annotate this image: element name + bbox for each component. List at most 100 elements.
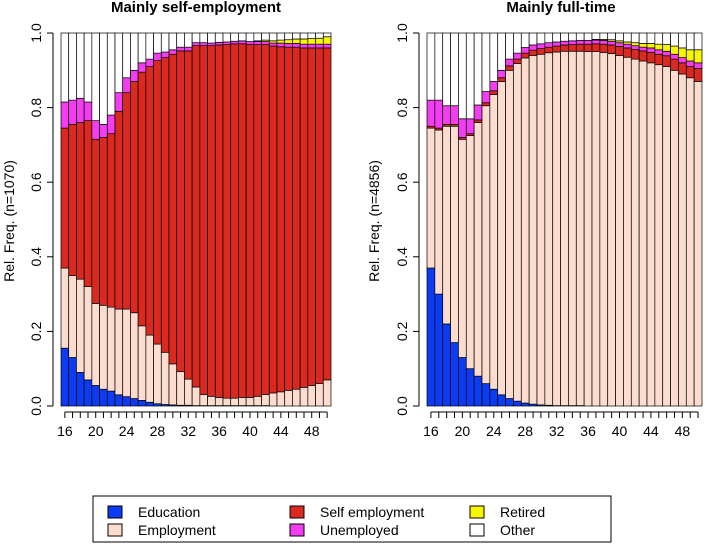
- bar-segment-unemployed: [465, 118, 475, 135]
- bar-segment-unemployed: [60, 101, 70, 129]
- bar-segment-other: [68, 32, 77, 101]
- bar-segment-self-employment: [607, 44, 616, 54]
- bar-segment-education: [520, 402, 530, 407]
- bar-segment-unemployed: [130, 69, 139, 82]
- bar-segment-other: [513, 32, 522, 54]
- bar-segment-other: [442, 32, 451, 107]
- x-tick-label: 28: [517, 423, 533, 439]
- bar-segment-self-employment: [315, 47, 324, 384]
- bar-segment-unemployed: [122, 77, 131, 94]
- bar-segment-unemployed: [184, 46, 193, 52]
- bar-segment-unemployed: [591, 39, 601, 45]
- bar-segment-other: [222, 32, 232, 43]
- bar-segment-employment: [623, 56, 632, 407]
- bar-segment-other: [168, 32, 178, 51]
- bar-segment-unemployed: [230, 40, 239, 45]
- bar-segment-self-employment: [544, 46, 554, 54]
- bar-segment-unemployed: [568, 40, 577, 45]
- legend-swatch: [107, 523, 123, 537]
- bar-segment-unemployed: [646, 47, 656, 53]
- bar-segment-other: [528, 32, 538, 46]
- bar-segment-unemployed: [99, 124, 108, 138]
- bar-segment-employment: [245, 397, 255, 406]
- bar-segment-other: [145, 32, 154, 60]
- bar-segment-self-employment: [481, 102, 491, 107]
- bar-segment-employment: [426, 127, 436, 269]
- bar-segment-unemployed: [176, 46, 185, 52]
- bar-segment-employment: [442, 125, 451, 325]
- bar-segment-employment: [678, 73, 687, 407]
- bar-segment-self-employment: [638, 50, 648, 62]
- axes: 0.0 0.2 0.4 0.6 0.8 1.0 16 20 24 28 32 36 40 44 48: [28, 23, 328, 439]
- x-tick-label: 32: [180, 423, 196, 439]
- bar-segment-self-employment: [122, 92, 131, 310]
- bar-segment-education: [83, 379, 93, 407]
- x-tick-label: 32: [549, 423, 565, 439]
- x-tick-label: 48: [304, 423, 320, 439]
- bar-segment-employment: [130, 312, 139, 399]
- bar-segment-employment: [560, 50, 569, 406]
- bar-segment-other: [575, 32, 585, 41]
- bar-segment-unemployed: [434, 99, 444, 129]
- bar-segment-other: [130, 32, 139, 71]
- bar-segment-unemployed: [222, 41, 232, 45]
- bar-segment-retired: [693, 49, 703, 64]
- bar-segment-employment: [646, 62, 656, 407]
- bar-segment-employment: [76, 278, 85, 373]
- bar-segment-other: [583, 32, 593, 41]
- bar-segment-self-employment: [253, 44, 262, 397]
- y-tick-label: 1.0: [394, 23, 410, 43]
- bar-segment-other: [450, 32, 459, 107]
- bar-segment-self-employment: [153, 60, 162, 345]
- bar-stack: [60, 32, 332, 407]
- bar-segment-employment: [505, 69, 514, 399]
- x-tick-label: 40: [242, 423, 258, 439]
- bar-segment-employment: [191, 386, 201, 406]
- bar-segment-self-employment: [473, 119, 483, 123]
- bar-segment-self-employment: [693, 68, 703, 82]
- bar-segment-retired: [276, 39, 286, 44]
- legend-label: Employment: [138, 522, 216, 538]
- bar-segment-other: [473, 32, 483, 106]
- bar-segment-education: [442, 323, 451, 407]
- bar-segment-self-employment: [497, 77, 506, 82]
- bar-segment-self-employment: [552, 45, 561, 53]
- bar-segment-unemployed: [168, 49, 178, 55]
- bar-segment-education: [145, 401, 154, 407]
- bar-segment-education: [137, 400, 147, 407]
- bar-segment-self-employment: [238, 43, 247, 398]
- bar-segment-unemployed: [654, 49, 664, 55]
- bar-segment-self-employment: [599, 43, 609, 53]
- x-tick-label: 24: [119, 423, 135, 439]
- x-tick-label: 28: [150, 423, 166, 439]
- bar-segment-unemployed: [599, 40, 609, 45]
- bar-segment-other: [91, 32, 100, 122]
- bar-segment-other: [114, 32, 124, 94]
- y-tick-label: 0.0: [28, 396, 44, 416]
- bar-segment-self-employment: [68, 124, 77, 276]
- bar-segment-unemployed: [670, 53, 679, 60]
- bar-segment-employment: [153, 343, 162, 405]
- bar-segment-other: [662, 32, 671, 45]
- bar-segment-other: [214, 32, 224, 43]
- bar-segment-unemployed: [160, 51, 170, 58]
- bar-segment-self-employment: [261, 44, 270, 395]
- bar-segment-education: [426, 267, 436, 407]
- bar-segment-retired: [685, 49, 695, 62]
- bar-segment-employment: [99, 304, 108, 390]
- bar-segment-other: [458, 32, 467, 120]
- bar-segment-employment: [83, 286, 93, 381]
- bar-segment-employment: [544, 52, 554, 406]
- bar-segment-unemployed: [91, 120, 100, 140]
- bar-segment-other: [630, 32, 640, 44]
- panel-self-employment: Mainly self-employment 0.0 0.2 0.4 0.6 0.8 1.…: [1, 0, 332, 439]
- bar-segment-retired: [299, 38, 309, 45]
- bar-segment-employment: [489, 94, 499, 390]
- bar-segment-other: [568, 32, 577, 42]
- x-tick-label: 16: [57, 423, 73, 439]
- y-tick-label: 0.2: [394, 321, 410, 341]
- bar-segment-education: [505, 398, 514, 407]
- bar-segment-unemployed: [261, 41, 270, 45]
- bar-segment-unemployed: [137, 62, 147, 73]
- bar-segment-employment: [114, 308, 124, 396]
